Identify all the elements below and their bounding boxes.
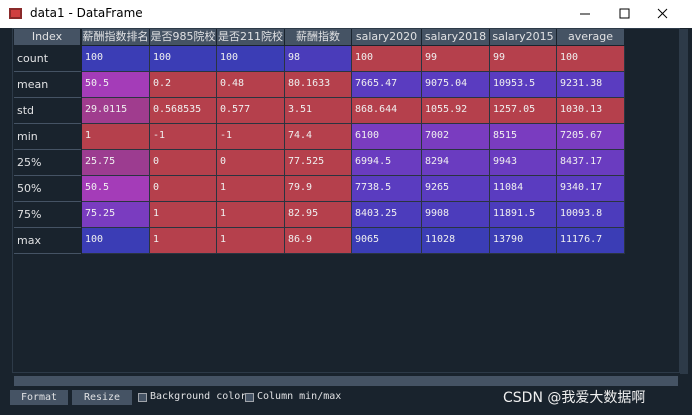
cell: 1055.92: [422, 98, 490, 124]
row-index: min: [14, 124, 81, 150]
cell: 0: [150, 150, 217, 176]
cell: 6994.5: [352, 150, 422, 176]
v-scrollbar[interactable]: [680, 29, 688, 374]
cell: 8294: [422, 150, 490, 176]
cell: 1: [82, 124, 150, 150]
cell: 79.9: [285, 176, 352, 202]
cell: 9943: [490, 150, 557, 176]
column-header: 薪酬指数: [285, 29, 352, 45]
column-minmax-label: Column min/max: [257, 391, 342, 402]
row-index: count: [14, 46, 81, 72]
cell: 50.5: [82, 176, 150, 202]
cell: 9908: [422, 202, 490, 228]
window-controls[interactable]: [560, 0, 692, 28]
column-header: salary2015: [490, 29, 557, 45]
cell: 74.4: [285, 124, 352, 150]
checkbox[interactable]: [138, 393, 147, 402]
cell: -1: [150, 124, 217, 150]
cell: 100: [82, 228, 150, 254]
cell: 8515: [490, 124, 557, 150]
h-scrollbar[interactable]: [14, 376, 678, 386]
cell: 75.25: [82, 202, 150, 228]
row-index: max: [14, 228, 81, 254]
column-header: salary2018: [422, 29, 490, 45]
cell: 98: [285, 46, 352, 72]
column-header: 薪酬指数排名: [82, 29, 150, 45]
cell: 10093.8: [557, 202, 625, 228]
row-index: 25%: [14, 150, 81, 176]
cell: 11891.5: [490, 202, 557, 228]
cell: 7738.5: [352, 176, 422, 202]
cell: -1: [217, 124, 285, 150]
cell: 100: [82, 46, 150, 72]
cell: 100: [150, 46, 217, 72]
cell: 100: [217, 46, 285, 72]
row-index: std: [14, 98, 81, 124]
cell: 29.0115: [82, 98, 150, 124]
cell: 9065: [352, 228, 422, 254]
app-icon: [9, 8, 22, 19]
row-index: mean: [14, 72, 81, 98]
column-header: salary2020: [352, 29, 422, 45]
cell: 1030.13: [557, 98, 625, 124]
title-bar: [0, 0, 692, 28]
checkbox[interactable]: [245, 393, 254, 402]
cell: 1: [150, 202, 217, 228]
cell: 8403.25: [352, 202, 422, 228]
cell: 9231.38: [557, 72, 625, 98]
cell: 11028: [422, 228, 490, 254]
cell: 1: [217, 176, 285, 202]
cell: 82.95: [285, 202, 352, 228]
watermark: CSDN @我爱大数据啊: [503, 390, 646, 406]
row-index: 50%: [14, 176, 81, 202]
format-button[interactable]: Format: [10, 390, 68, 405]
cell: 86.9: [285, 228, 352, 254]
cell: 99: [422, 46, 490, 72]
cell: 9265: [422, 176, 490, 202]
cell: 10953.5: [490, 72, 557, 98]
cell: 1: [150, 228, 217, 254]
cell: 100: [557, 46, 625, 72]
cell: 3.51: [285, 98, 352, 124]
cell: 0: [217, 150, 285, 176]
column-header: 是否985院校: [150, 29, 217, 45]
cell: 1: [217, 228, 285, 254]
window-title: data1 - DataFrame: [30, 6, 143, 20]
cell: 7665.47: [352, 72, 422, 98]
cell: 0.568535: [150, 98, 217, 124]
cell: 100: [352, 46, 422, 72]
cell: 99: [490, 46, 557, 72]
column-header: 是否211院校: [217, 29, 285, 45]
cell: 9075.04: [422, 72, 490, 98]
cell: 11176.7: [557, 228, 625, 254]
cell: 8437.17: [557, 150, 625, 176]
row-index: 75%: [14, 202, 81, 228]
cell: 25.75: [82, 150, 150, 176]
cell: 80.1633: [285, 72, 352, 98]
column-header: average: [557, 29, 625, 45]
index-header: Index: [14, 29, 81, 45]
cell: 9340.17: [557, 176, 625, 202]
cell: 0.2: [150, 72, 217, 98]
cell: 0: [150, 176, 217, 202]
cell: 1257.05: [490, 98, 557, 124]
cell: 6100: [352, 124, 422, 150]
background-color-label: Background color: [150, 391, 247, 402]
cell: 0.577: [217, 98, 285, 124]
resize-button[interactable]: Resize: [72, 390, 132, 405]
cell: 1: [217, 202, 285, 228]
cell: 0.48: [217, 72, 285, 98]
cell: 77.525: [285, 150, 352, 176]
cell: 13790: [490, 228, 557, 254]
cell: 7002: [422, 124, 490, 150]
cell: 868.644: [352, 98, 422, 124]
cell: 11084: [490, 176, 557, 202]
cell: 7205.67: [557, 124, 625, 150]
cell: 50.5: [82, 72, 150, 98]
